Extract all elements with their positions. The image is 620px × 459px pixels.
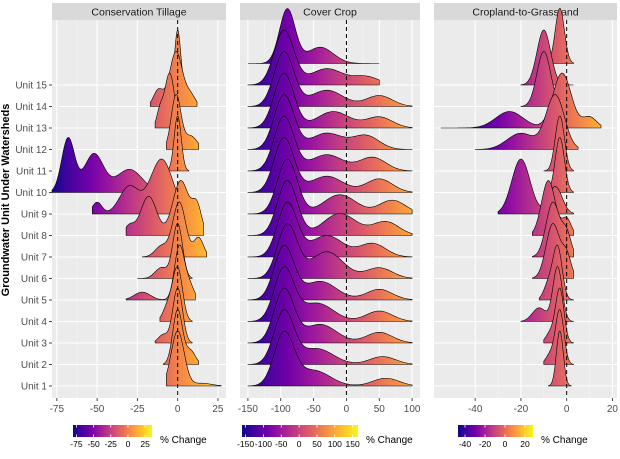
y-tick-label: Unit 10 [15,188,47,199]
legend-tick-label: 100 [328,439,342,449]
y-tick-label: Unit 15 [15,81,47,92]
ridge-density [166,115,190,172]
legend-tick-label: -150 [237,439,254,449]
x-tick-label: -20 [514,404,529,415]
x-tick-label: -75 [50,404,65,415]
legend-tick-label: 150 [346,439,360,449]
legend-colorbar [242,425,358,437]
y-tick-label: Unit 11 [16,167,47,178]
x-tick-label: 100 [404,404,421,415]
y-tick-label: Unit 4 [21,317,48,328]
legend-tick-label: -20 [479,439,492,449]
ridge-density [91,158,182,215]
legend-tick-label: 0 [297,439,302,449]
panel-strip [52,3,226,20]
x-tick-label: -40 [468,404,483,415]
legend-title: % Change [160,435,207,446]
y-tick-label: Unit 8 [21,231,48,242]
legend-tick-label: -100 [255,439,272,449]
legend-colorbar [458,425,533,437]
x-tick-label: -50 [90,404,105,415]
legend-tick-label: -40 [459,439,472,449]
legend-title: % Change [541,435,588,446]
ridge-density [548,330,572,387]
y-tick-label: Unit 13 [15,124,47,135]
ridge-density [474,94,579,150]
x-tick-label: 50 [374,404,386,415]
y-tick-label: Unit 14 [15,102,47,113]
ridge-density [141,201,207,258]
x-tick-label: 25 [212,404,224,415]
legend-title: % Change [366,435,413,446]
panel-strip-label: Conservation Tillage [91,7,186,19]
legend-tick-label: -50 [275,439,288,449]
x-tick-label: -150 [238,404,258,415]
ridge-density [247,330,413,387]
x-tick-label: 20 [607,404,619,415]
x-tick-label: 0 [564,404,570,415]
legend-tick-label: 20 [520,439,530,449]
legend-tick-label: 50 [312,439,322,449]
legend-tick-label: -75 [70,439,83,449]
y-tick-label: Unit 5 [21,296,48,307]
x-tick-label: 0 [175,404,181,415]
panel-strip-label: Cropland-to-Grassland [472,7,578,19]
y-tick-label: Unit 7 [21,253,48,264]
y-tick-label: Unit 9 [21,210,48,221]
legend-tick-label: 25 [140,439,150,449]
legend-tick-label: -25 [105,439,118,449]
y-axis-title: Groundwater Unit Under Watersheds [0,104,12,297]
x-tick-label: -25 [130,404,145,415]
y-tick-label: Unit 12 [15,145,47,156]
y-tick-label: Unit 3 [21,339,48,350]
panel-strip [434,3,617,20]
legend-tick-label: -50 [87,439,100,449]
x-tick-label: -100 [271,404,291,415]
legend-tick-label: 0 [126,439,131,449]
legend-tick-label: 0 [503,439,508,449]
x-tick-label: -50 [306,404,321,415]
y-tick-label: Unit 1 [21,382,48,393]
y-tick-label: Unit 2 [21,360,48,371]
ridge-density [149,51,198,107]
y-tick-label: Unit 6 [21,274,48,285]
x-tick-label: 0 [344,404,350,415]
panel-strip-label: Cover Crop [303,7,357,19]
ridge-density [532,223,574,279]
ridge-density [166,330,222,387]
legend-colorbar [73,425,152,437]
